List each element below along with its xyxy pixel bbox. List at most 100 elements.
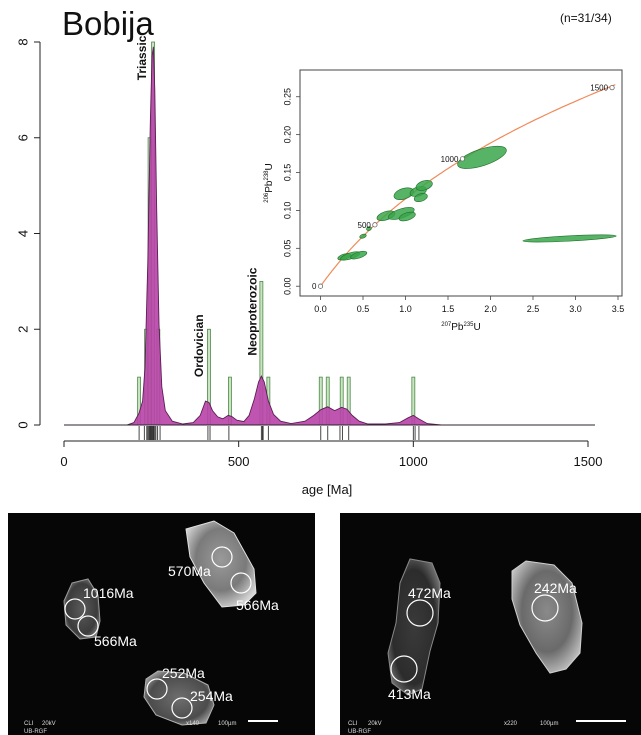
age-label: 570Ma xyxy=(168,563,211,579)
concordia-inset: 0.0 0.5 1.0 1.5 2.0 2.5 3.0 3.5 0.00 0.05 0.10 0.15… xyxy=(264,69,625,333)
analysis-spot xyxy=(171,697,193,719)
inset-x-tick-label: 0.5 xyxy=(357,304,370,314)
inset-x-label-base: Pb xyxy=(451,322,464,333)
inset-x-label: 207Pb235U xyxy=(441,322,481,333)
footer-mode: CLI xyxy=(24,721,34,727)
x-tick-label: 500 xyxy=(228,454,250,469)
kde-curve xyxy=(64,46,595,426)
inset-x-label-sub: 235 xyxy=(464,322,475,328)
analysis-spot xyxy=(64,598,86,620)
analysis-spot xyxy=(531,594,559,622)
age-label: 252Ma xyxy=(162,665,205,681)
footer-kv: 20kV xyxy=(368,721,382,727)
x-tick-label: 1500 xyxy=(574,454,603,469)
concordia-ellipse xyxy=(359,233,367,239)
zircon-grain xyxy=(511,560,583,674)
concordia-ellipse xyxy=(413,193,428,203)
rug-layer xyxy=(138,426,420,440)
concordia-ellipses xyxy=(337,145,617,261)
inset-y-tick-label: 0.20 xyxy=(282,126,292,144)
sample-count: (n=31/34) xyxy=(560,11,612,25)
inset-x-label-sup: 207 xyxy=(441,322,452,328)
inset-frame xyxy=(299,69,623,297)
concordia-age-label: 500 xyxy=(358,221,372,230)
age-distribution-chart: Bobija (n=31/34) 0 2 4 6 8 0 500 1000 1500 Tria… xyxy=(15,5,625,497)
age-label: 242Ma xyxy=(534,580,577,596)
concordia-age-dot xyxy=(372,222,378,228)
inset-x-tick-label: 1.5 xyxy=(442,304,455,314)
footer-lab: UB-RGF xyxy=(24,729,47,735)
concordia-ellipse xyxy=(415,180,433,191)
y-tick-label: 4 xyxy=(15,230,30,237)
scale-bar xyxy=(576,720,626,722)
x-tick-label: 0 xyxy=(60,454,67,469)
inset-y-label-sub: 238 xyxy=(264,170,270,181)
x-axis-label: age [Ma] xyxy=(302,482,353,497)
analysis-spot xyxy=(406,599,434,627)
scale-bar xyxy=(248,720,278,722)
concordia-ellipse xyxy=(366,226,372,231)
inset-y-tick-label: 0.05 xyxy=(282,240,292,258)
inset-y-label-tail: U xyxy=(264,163,275,170)
x-tick-label: 1000 xyxy=(399,454,428,469)
kde-layer xyxy=(64,46,595,426)
inset-y-tick-label: 0.15 xyxy=(282,164,292,182)
y-tick-label: 8 xyxy=(15,38,30,45)
y-tick-label: 2 xyxy=(15,326,30,333)
analysis-spot xyxy=(230,572,252,594)
period-label: Triassic xyxy=(135,35,149,80)
concordia-ellipse xyxy=(457,145,507,169)
age-label: 1016Ma xyxy=(83,585,134,601)
footer-mag: x220 xyxy=(504,721,518,727)
inset-y-label-sup: 206 xyxy=(264,192,270,203)
x-axis: 0 500 1000 1500 xyxy=(60,440,603,469)
analysis-spot xyxy=(146,678,168,700)
concordia-ellipse xyxy=(398,211,416,222)
y-tick-label: 0 xyxy=(15,421,30,428)
concordia-age-dot xyxy=(459,156,466,162)
concordia-ellipse xyxy=(522,234,617,243)
footer-scale: 100µm xyxy=(540,721,558,727)
period-annotations: Triassic Ordovician Neoproterozoic xyxy=(135,35,259,377)
concordia-age-label: 1500 xyxy=(590,84,608,93)
inset-x-tick-label: 3.0 xyxy=(569,304,582,314)
zircon-grain xyxy=(185,520,257,608)
period-label: Ordovician xyxy=(192,314,206,377)
inset-x-tick-label: 0.0 xyxy=(314,304,327,314)
footer-lab: UB-RGF xyxy=(348,729,371,735)
age-label: 472Ma xyxy=(408,585,451,601)
concordia-age-label: 0 xyxy=(312,282,317,291)
age-label: 254Ma xyxy=(190,688,233,704)
inset-y-tick-label: 0.00 xyxy=(282,277,292,295)
cl-image-right: 472Ma 413Ma 242Ma CLI 20kV UB-RGF x220 1… xyxy=(340,513,641,735)
inset-x-tick-label: 2.5 xyxy=(527,304,540,314)
concordia-age-dot xyxy=(609,85,615,91)
y-tick-label: 6 xyxy=(15,134,30,141)
age-label: 413Ma xyxy=(388,686,431,702)
inset-y-tick-label: 0.25 xyxy=(282,88,292,106)
footer-mag: x140 xyxy=(186,721,200,727)
period-label: Neoproterozoic xyxy=(245,267,259,355)
concordia-age-dot xyxy=(317,283,324,289)
inset-y-tick-label: 0.10 xyxy=(282,202,292,220)
y-axis: 0 2 4 6 8 xyxy=(15,38,41,429)
concordia-age-markers: 0 500 1000 1500 xyxy=(312,84,615,291)
concordia-ellipse xyxy=(350,250,368,260)
inset-x-label-tail: U xyxy=(474,322,481,333)
inset-x-tick-label: 1.0 xyxy=(399,304,412,314)
analysis-spot xyxy=(211,546,233,568)
footer-kv: 20kV xyxy=(42,721,56,727)
concordia-age-label: 1000 xyxy=(441,155,459,164)
zircon-grain xyxy=(387,558,441,696)
age-label: 566Ma xyxy=(236,597,279,613)
analysis-spot xyxy=(390,655,418,683)
footer-scale: 100µm xyxy=(218,721,236,727)
chart-title: Bobija xyxy=(62,5,154,42)
age-label: 566Ma xyxy=(94,633,137,649)
cl-image-left: 1016Ma 566Ma 570Ma 566Ma 252Ma 254Ma CLI… xyxy=(8,513,315,735)
inset-y-label: 206Pb238U xyxy=(264,163,275,203)
inset-y-label-base: Pb xyxy=(264,180,275,193)
inset-x-tick-label: 3.5 xyxy=(612,304,625,314)
footer-mode: CLI xyxy=(348,721,358,727)
analysis-spot xyxy=(77,615,99,637)
